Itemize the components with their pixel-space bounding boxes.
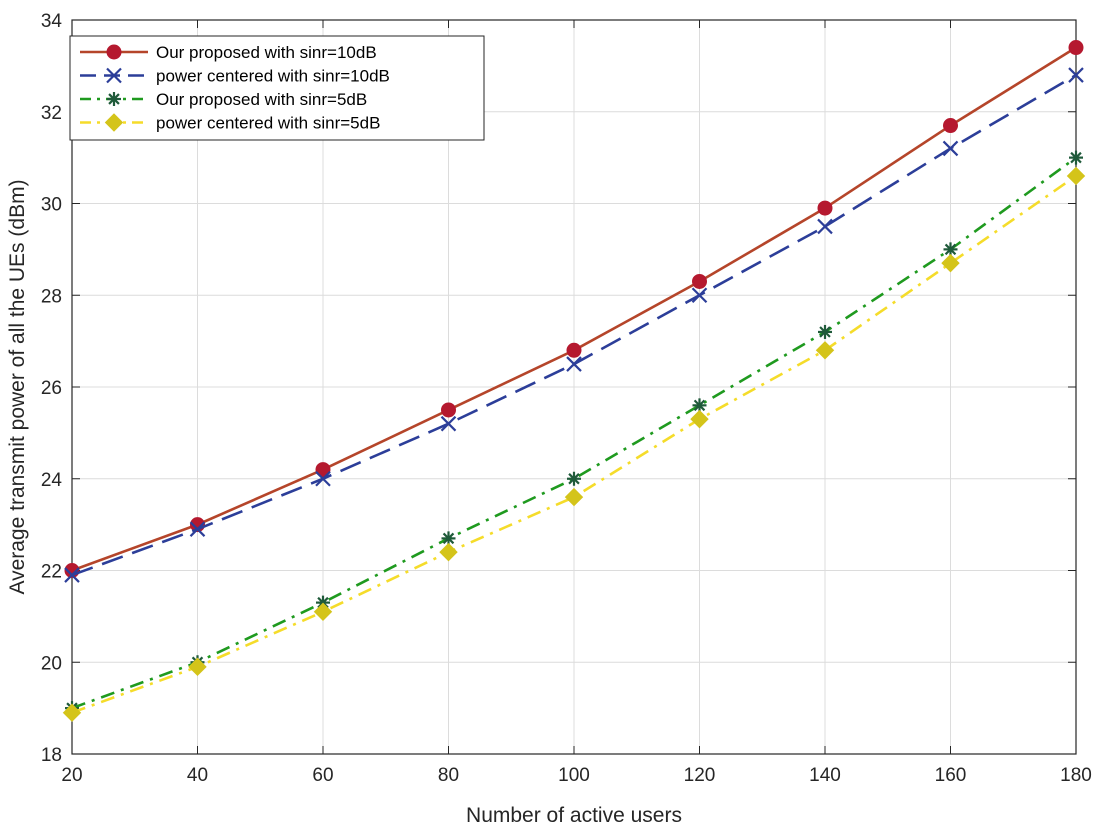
data-point <box>313 602 333 621</box>
axis-ticks: 20 40 60 80 100 120 140 160 18018202224262830323… <box>41 11 1092 786</box>
data-point <box>690 409 709 429</box>
x-tick-label: 20 <box>61 765 82 786</box>
x-tick-label: 60 <box>312 765 333 786</box>
series-1 <box>64 40 1084 578</box>
x-tick-label: 40 <box>187 765 208 786</box>
x-axis-label: Number of active users <box>466 804 682 827</box>
grid <box>72 20 1076 754</box>
legend-item: power centered with sinr=5dB <box>80 113 380 133</box>
y-tick-label: 26 <box>41 378 62 399</box>
y-tick-label: 28 <box>41 286 62 307</box>
data-point <box>1069 150 1083 165</box>
y-tick-label: 30 <box>41 195 62 216</box>
series-line <box>71 174 1077 714</box>
legend: Our proposed with sinr=10dB power centere… <box>69 35 485 141</box>
data-point <box>315 470 331 487</box>
legend-swatch-marker <box>104 113 124 132</box>
data-point <box>439 542 458 562</box>
data-point <box>818 324 832 339</box>
x-tick-label: 180 <box>1060 765 1092 786</box>
series-line <box>71 156 1077 710</box>
data-point <box>567 471 581 486</box>
data-point <box>1068 40 1084 56</box>
y-tick-label: 22 <box>41 562 62 583</box>
x-tick-label: 100 <box>558 765 590 786</box>
legend-label: Our proposed with sinr=5dB <box>156 90 367 109</box>
legend-item: Our proposed with sinr=5dB <box>80 90 367 109</box>
legend-swatch-marker <box>106 44 122 60</box>
legend-item: power centered with sinr=10dB <box>80 67 390 86</box>
data-point <box>943 118 958 134</box>
data-point <box>941 253 960 273</box>
y-tick-label: 32 <box>41 103 62 124</box>
data-point <box>566 342 582 358</box>
data-point <box>64 567 80 583</box>
data-point <box>1068 67 1084 83</box>
x-tick-label: 120 <box>684 765 716 786</box>
data-point <box>942 140 959 157</box>
x-tick-label: 80 <box>438 765 459 786</box>
data-point <box>817 218 833 235</box>
data-point <box>564 487 584 507</box>
data-point <box>315 462 331 478</box>
x-tick-label: 160 <box>935 765 967 786</box>
legend-label: Our proposed with sinr=10dB <box>156 43 377 62</box>
y-axis-label: Average transmit power of all the UEs (d… <box>6 179 29 594</box>
series-4 <box>62 166 1086 722</box>
series-2 <box>64 67 1084 583</box>
data-point <box>815 341 835 360</box>
data-point <box>566 356 582 372</box>
legend-swatch-marker <box>107 92 121 106</box>
y-tick-label: 18 <box>41 745 62 766</box>
legend-swatch-marker <box>106 67 122 84</box>
data-point <box>691 287 708 304</box>
data-point <box>441 402 456 418</box>
data-point <box>1066 166 1086 186</box>
data-point <box>817 200 833 216</box>
y-tick-label: 24 <box>41 470 63 491</box>
data-point <box>189 521 206 537</box>
legend-label: power centered with sinr=5dB <box>156 114 380 133</box>
legend-label: power centered with sinr=10dB <box>156 67 390 86</box>
x-tick-label: 140 <box>809 765 841 786</box>
data-point <box>692 273 707 289</box>
data-point <box>440 415 457 432</box>
series-group <box>62 40 1086 722</box>
data-point <box>62 703 82 722</box>
data-point <box>188 657 207 677</box>
legend-item: Our proposed with sinr=10dB <box>80 43 377 62</box>
y-tick-label: 20 <box>41 653 62 674</box>
y-tick-label: 34 <box>41 11 63 32</box>
